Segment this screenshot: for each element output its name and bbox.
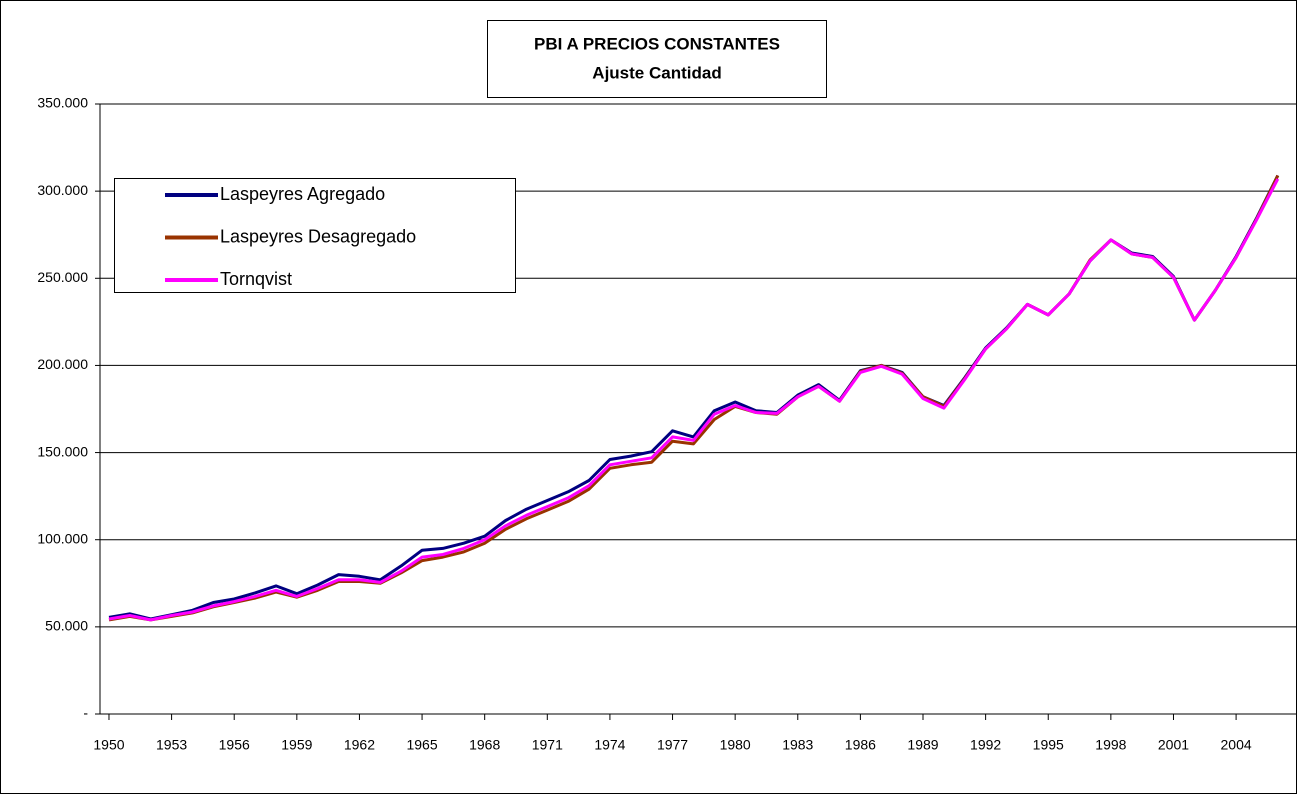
y-tick-label: -: [83, 705, 88, 721]
y-tick-label: 300.000: [37, 182, 88, 198]
series-line: [108, 178, 1280, 622]
x-tick-label: 1995: [1033, 737, 1064, 753]
x-tick-label: 1989: [907, 737, 938, 753]
x-tick-label: 1959: [281, 737, 312, 753]
legend-label: Laspeyres Desagregado: [220, 226, 416, 246]
y-tick-label: 150.000: [37, 443, 88, 459]
x-tick-label: 1968: [469, 737, 500, 753]
legend-label: Tornqvist: [220, 269, 292, 289]
x-tick-label: 1956: [219, 737, 250, 753]
x-tick-label: 1977: [657, 737, 688, 753]
x-tick-label: 1971: [532, 737, 563, 753]
y-tick-label: 50.000: [45, 618, 88, 634]
x-tick-label: 2001: [1158, 737, 1189, 753]
x-tick-label: 1983: [782, 737, 813, 753]
x-tick-label: 1998: [1095, 737, 1126, 753]
x-tick-label: 1980: [720, 737, 751, 753]
x-tick-label: 2004: [1221, 737, 1252, 753]
legend-label: Laspeyres Agregado: [220, 184, 385, 204]
x-tick-label: 1950: [93, 737, 124, 753]
y-tick-label: 250.000: [37, 269, 88, 285]
y-tick-label: 100.000: [37, 530, 88, 546]
x-tick-label: 1992: [970, 737, 1001, 753]
x-tick-label: 1953: [156, 737, 187, 753]
y-tick-label: 350.000: [37, 95, 88, 111]
x-tick-label: 1974: [594, 737, 625, 753]
chart-subtitle: Ajuste Cantidad: [592, 63, 721, 82]
x-tick-label: 1965: [406, 737, 437, 753]
chart-title: PBI A PRECIOS CONSTANTES: [534, 34, 780, 53]
x-tick-label: 1962: [344, 737, 375, 753]
x-tick-label: 1986: [845, 737, 876, 753]
y-tick-label: 200.000: [37, 356, 88, 372]
title-box: [487, 20, 827, 98]
